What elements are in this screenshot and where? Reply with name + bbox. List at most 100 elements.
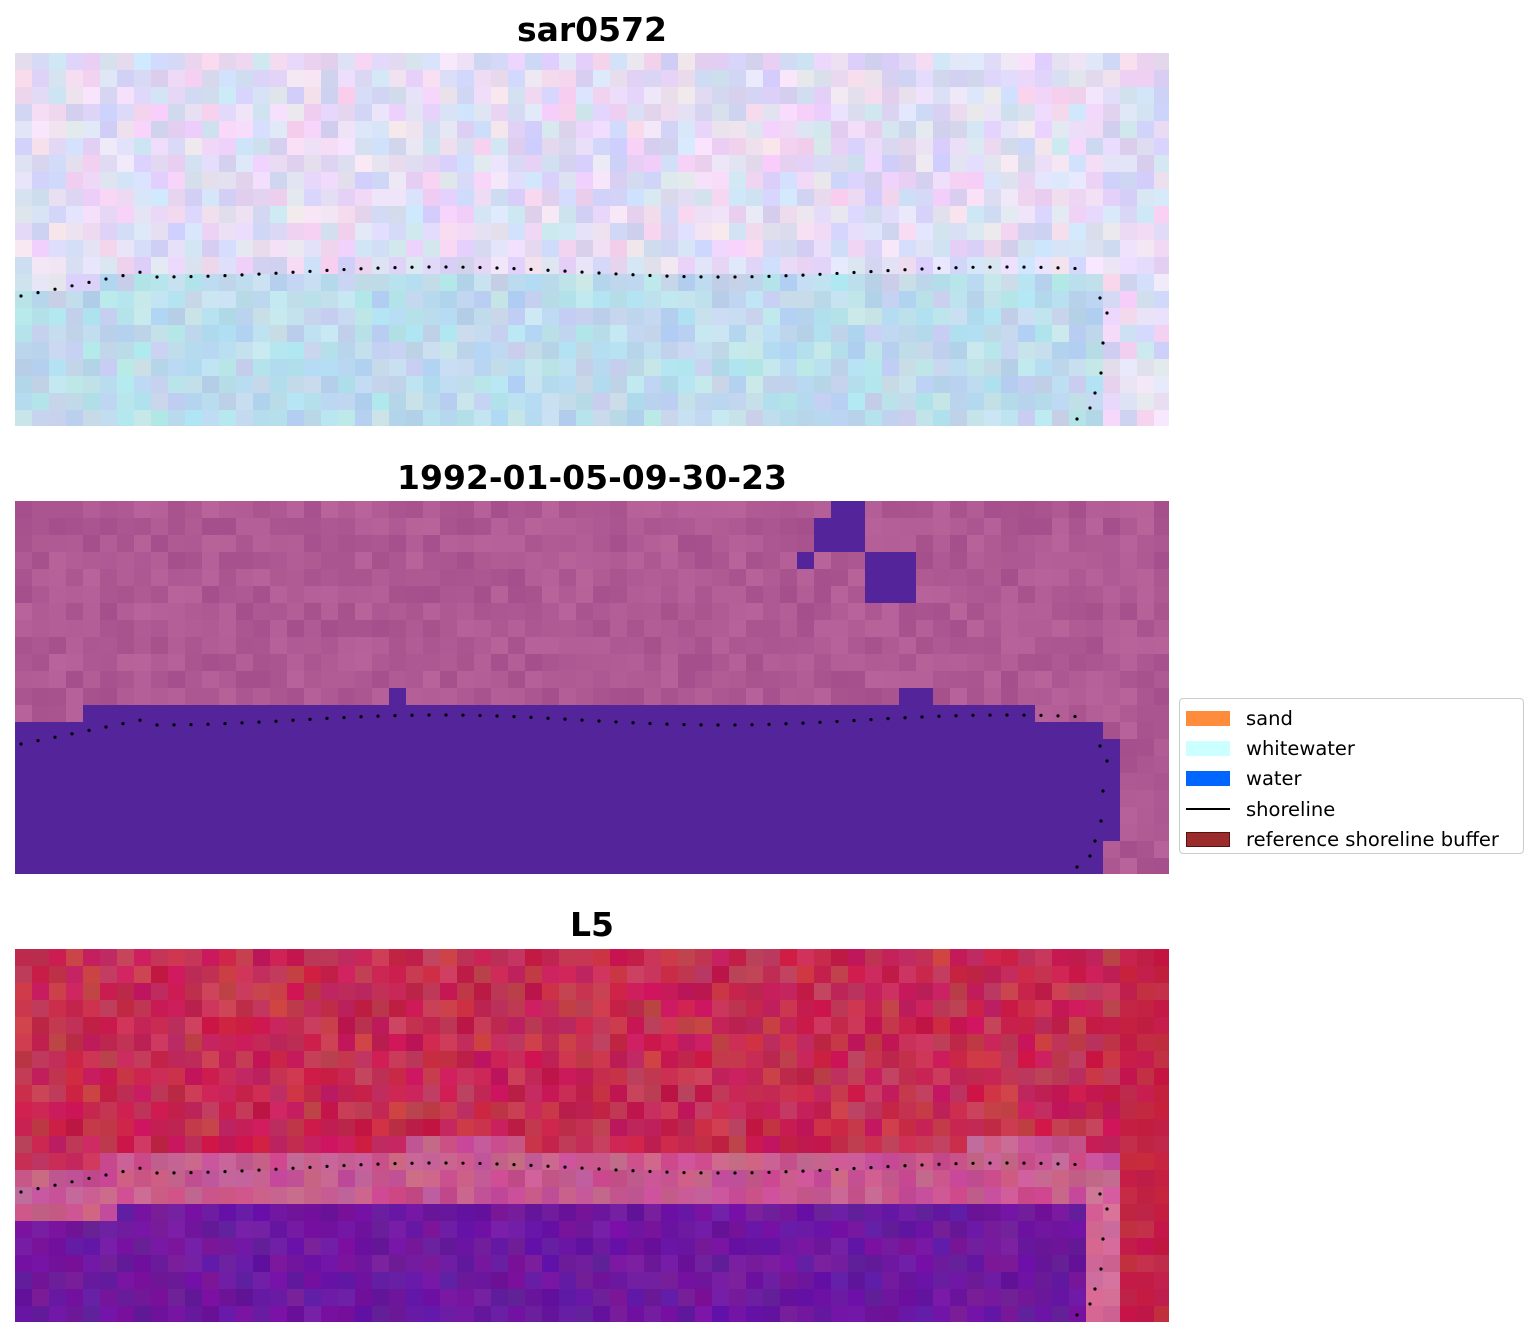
shoreline-point (1073, 714, 1077, 719)
shoreline-dots (19, 713, 1109, 869)
shoreline-point (937, 266, 941, 270)
shoreline-point (274, 271, 278, 275)
shoreline-point (393, 265, 397, 270)
shoreline-point (614, 720, 618, 724)
shoreline-point (223, 722, 227, 726)
shoreline-point (716, 723, 720, 727)
shoreline-point (869, 1165, 873, 1170)
shoreline-point (444, 265, 448, 269)
shoreline-point (53, 735, 57, 739)
index-image-panel (15, 949, 1169, 1322)
shoreline-point (903, 716, 907, 720)
shoreline-point (716, 1171, 720, 1175)
shoreline-point (1101, 789, 1105, 793)
shoreline-point (750, 723, 754, 727)
shoreline-point (172, 275, 176, 279)
shoreline-point (223, 274, 227, 278)
legend-label-water: water (1246, 767, 1302, 791)
shoreline-point (87, 1176, 91, 1180)
shoreline-point (954, 266, 958, 270)
shoreline-point (274, 719, 278, 723)
shoreline-point (70, 284, 74, 288)
shoreline-point (155, 275, 159, 279)
legend: sand whitewater water shoreline referenc… (1179, 698, 1524, 854)
shoreline-point (801, 1169, 805, 1173)
shoreline-point (648, 1169, 652, 1174)
legend-item-water: water (1186, 764, 1517, 794)
shoreline-point (1093, 391, 1097, 395)
shoreline-point (852, 718, 856, 723)
shoreline-point (665, 722, 669, 726)
shoreline-point (1056, 1162, 1060, 1166)
shoreline-point (597, 719, 601, 723)
shoreline-point (546, 716, 550, 720)
shoreline-point (427, 1161, 431, 1165)
shoreline-point (835, 719, 839, 724)
shoreline-point (699, 275, 703, 279)
shoreline-point (393, 713, 397, 718)
shoreline-point (852, 270, 856, 275)
buffer-swatch (1186, 831, 1230, 847)
shoreline-point (512, 715, 516, 719)
shoreline-point (206, 1170, 210, 1174)
shoreline-point (36, 1187, 40, 1191)
shoreline-point (155, 1171, 159, 1175)
shoreline-point (257, 720, 261, 724)
shoreline-point (121, 722, 125, 726)
shoreline-point (563, 717, 567, 721)
shoreline-point (1005, 713, 1009, 717)
shoreline-point (19, 742, 23, 746)
shoreline-point (784, 722, 788, 726)
shoreline-point (257, 272, 261, 276)
shoreline-point (1073, 266, 1077, 271)
legend-item-buffer: reference shoreline buffer (1186, 824, 1517, 854)
shoreline-point (155, 723, 159, 727)
shoreline-point (308, 269, 312, 273)
shoreline-point (869, 717, 873, 722)
shoreline-dots (19, 265, 1109, 421)
shoreline-point (461, 265, 465, 269)
shoreline-dots (19, 1161, 1109, 1317)
shoreline-point (342, 715, 346, 720)
shoreline-point (580, 1166, 584, 1170)
shoreline-point (189, 275, 193, 279)
shoreline-point (699, 1171, 703, 1175)
shoreline-point (172, 723, 176, 727)
shoreline-point (172, 1171, 176, 1175)
shoreline-point (478, 713, 482, 718)
shoreline-point (937, 1162, 941, 1166)
shoreline-point (648, 273, 652, 278)
shoreline-point (444, 1161, 448, 1165)
shoreline-point (886, 269, 890, 273)
shoreline-point (648, 721, 652, 726)
panel-title-classified: 1992-01-05-09-30-23 (397, 458, 787, 497)
shoreline-point (1039, 1161, 1043, 1166)
shoreline-point (223, 1170, 227, 1174)
shoreline-point (988, 1161, 992, 1165)
shoreline-point (410, 1161, 414, 1165)
shoreline-point (767, 1170, 771, 1174)
shoreline-point (1099, 1267, 1103, 1271)
shoreline-point (920, 267, 924, 271)
shoreline-point (308, 717, 312, 721)
shoreline-point (971, 1161, 975, 1165)
shoreline-point (325, 1164, 329, 1169)
shoreline-point (87, 728, 91, 732)
water-swatch (1186, 771, 1230, 787)
shoreline-point (206, 274, 210, 278)
shoreline-point (818, 272, 822, 276)
sand-swatch (1186, 710, 1230, 726)
shoreline-point (104, 277, 108, 281)
shoreline-point (886, 1165, 890, 1169)
shoreline-point (1098, 296, 1102, 300)
sar-image-panel (15, 53, 1169, 426)
shoreline-point (835, 271, 839, 276)
shoreline-point (767, 722, 771, 726)
shoreline-point (903, 268, 907, 272)
shoreline-point (818, 1168, 822, 1172)
shoreline-point (920, 715, 924, 719)
shoreline-point (1039, 265, 1043, 270)
legend-label-shoreline: shoreline (1246, 797, 1336, 821)
shoreline-point (1088, 854, 1092, 858)
shoreline-point (1075, 417, 1079, 421)
